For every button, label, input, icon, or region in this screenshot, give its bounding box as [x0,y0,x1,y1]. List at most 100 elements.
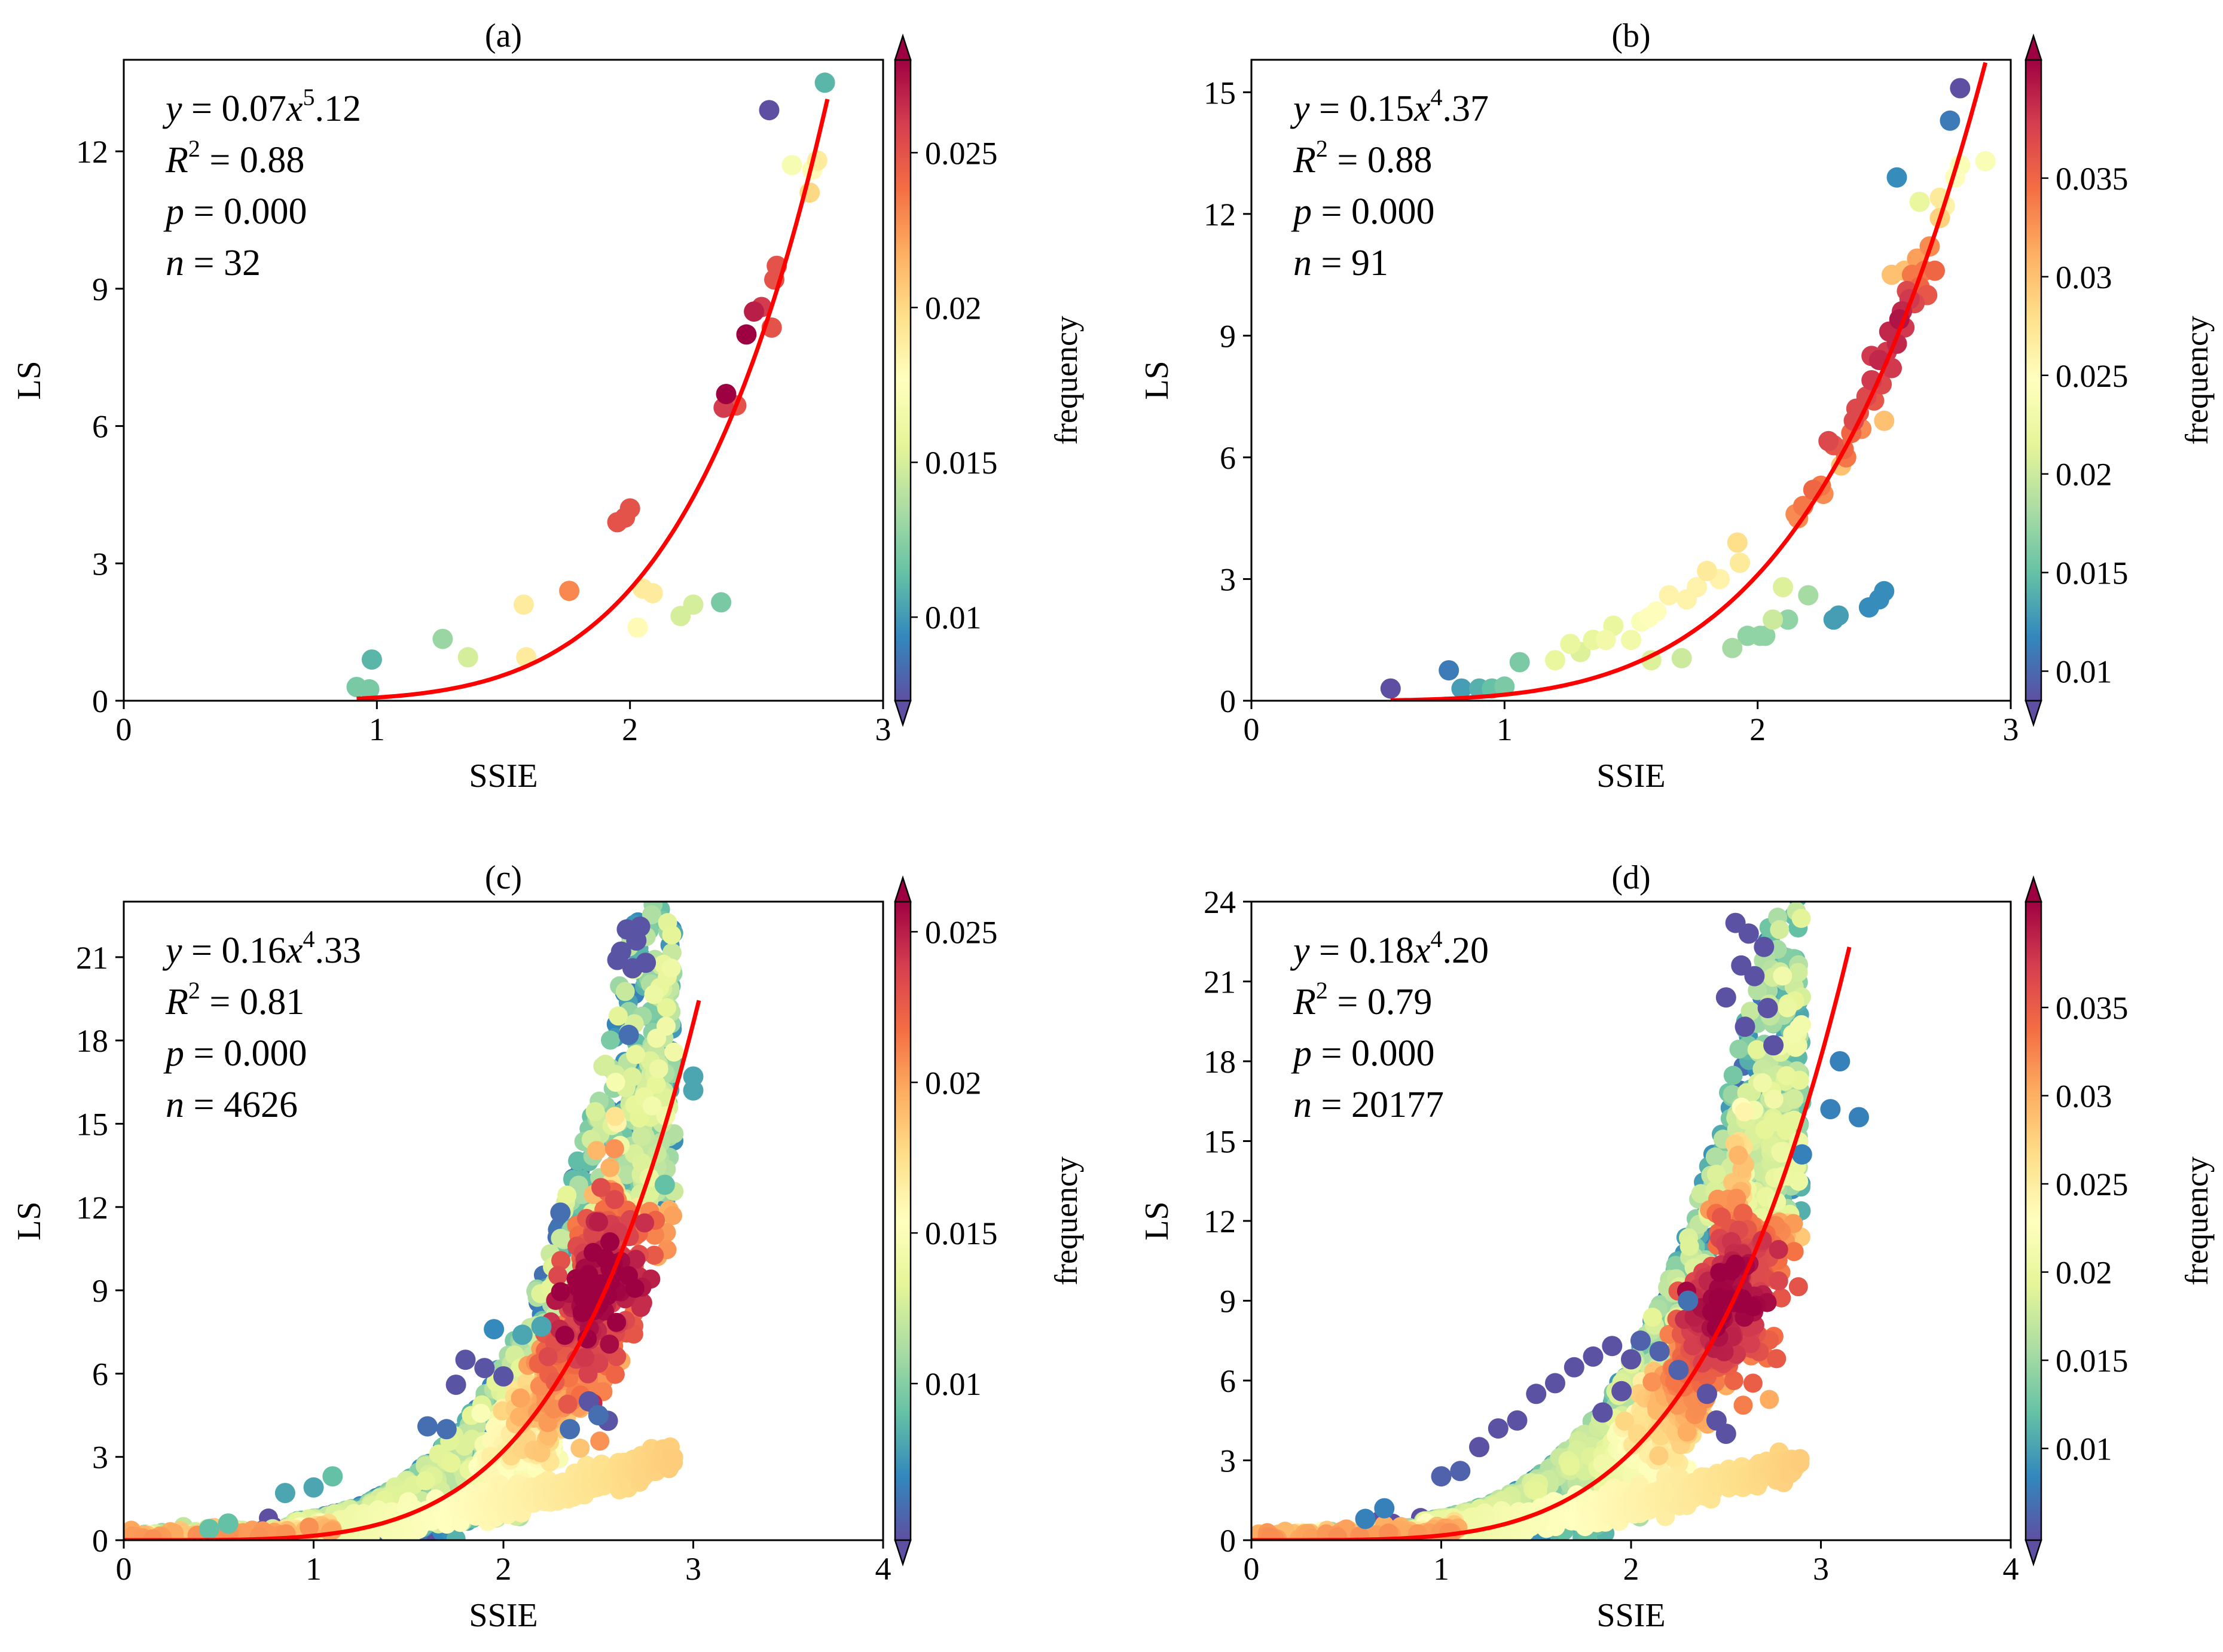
colorbar-tick-label: 0.025 [925,914,998,950]
x-axis-label: SSIE [469,758,538,795]
data-point [1451,678,1472,699]
data-point [445,1375,466,1395]
cloud-point [600,1335,619,1354]
p-value: 0.000 [1351,191,1435,232]
p-value: 0.000 [224,191,307,232]
cloud-point [606,1073,625,1092]
data-point [1494,676,1515,697]
data-point [683,1066,704,1087]
cloud-point [551,1251,570,1271]
n-value: 4626 [224,1085,298,1125]
cloud-point [471,1403,491,1423]
equation-part: = [182,930,222,971]
n-symbol: n [166,243,184,283]
data-point [1763,609,1784,630]
colorbar-tick-label: 0.01 [925,600,982,636]
colorbar-tick-label: 0.015 [925,1216,998,1251]
colorbar-tick-label: 0.015 [2056,555,2129,591]
data-point [622,958,643,979]
cloud-point [600,1232,620,1251]
cloud-point [555,1326,575,1345]
cloud-point [1740,1001,1760,1021]
data-point [1925,260,1945,281]
data-point [474,1358,495,1379]
y-tick-label: 9 [92,1273,108,1309]
plot-area [1251,868,1869,1540]
r-eq: = [1328,140,1367,181]
r-exponent: 2 [188,977,200,1004]
cloud-point [454,1436,474,1456]
cloud-point [585,1102,605,1122]
cloud-point [605,1107,625,1126]
data-point [1646,601,1667,622]
cloud-point [1772,1143,1791,1163]
data-point [1975,151,1996,172]
data-point [1509,652,1530,673]
data-point [1659,585,1680,606]
y-tick-label: 3 [92,1440,108,1476]
cloud-point [1642,1308,1662,1327]
data-point [1818,430,1839,451]
colorbar-max-extend [894,875,912,903]
cloud-point [548,1266,568,1285]
axes-frame [1250,59,2012,702]
cloud-point [551,1229,570,1248]
colorbar-label: frequency [1048,316,1084,445]
data-point [1545,650,1565,671]
cloud-point [625,1278,645,1298]
cloud-point [1706,1165,1726,1184]
y-tick-label: 6 [92,1356,108,1392]
axes-frame [123,59,884,702]
cloud-point [551,1282,570,1302]
cloud-point [609,1006,628,1026]
data-point [550,1202,571,1223]
data-point [1828,605,1849,626]
p-value-text: p = 0.000 [163,1033,307,1074]
cloud-point [1791,909,1811,928]
p-symbol: p [163,1033,184,1074]
cloud-point [664,1448,683,1467]
x-tick-label: 1 [1497,712,1513,747]
data-point [759,100,780,121]
data-point [736,324,757,345]
cloud-point [601,1030,620,1050]
colorbar-tick-label: 0.02 [925,290,982,326]
cloud-point [646,1074,666,1094]
data-point [199,1519,219,1540]
r-squared-value: 0.88 [1367,140,1433,181]
data-point [1595,630,1616,651]
cloud-point [1705,1147,1725,1167]
data-point [1778,609,1798,630]
cloud-point [1783,868,1802,887]
data-point [683,594,704,615]
cloud-point [538,1347,558,1367]
cloud-point [626,1045,646,1064]
colorbar-min-extend [894,1539,912,1567]
colorbar-fill [895,902,911,1540]
data-point [1727,532,1748,553]
data-point [1950,78,1971,99]
cloud-point [1784,1089,1804,1109]
cloud-point [589,1212,609,1232]
r-symbol: R [165,140,188,181]
cloud-point [615,982,635,1001]
n-symbol: n [1293,243,1312,283]
equation-part: y [162,88,182,129]
equation-part: .37 [1443,88,1489,129]
data-point [1940,110,1961,131]
colorbar-min-extend [894,700,912,728]
data-point [432,628,453,649]
y-tick-label: 3 [92,546,108,582]
data-point [436,1419,457,1440]
r-eq: = [200,982,240,1022]
equation-part: = [1310,88,1349,129]
data-point [322,1466,343,1487]
p-symbol: p [163,191,184,232]
data-point [814,72,835,93]
data-point [512,1324,533,1345]
cloud-point [590,1431,610,1451]
cloud-point [649,1059,668,1079]
cloud-point [631,1297,651,1317]
